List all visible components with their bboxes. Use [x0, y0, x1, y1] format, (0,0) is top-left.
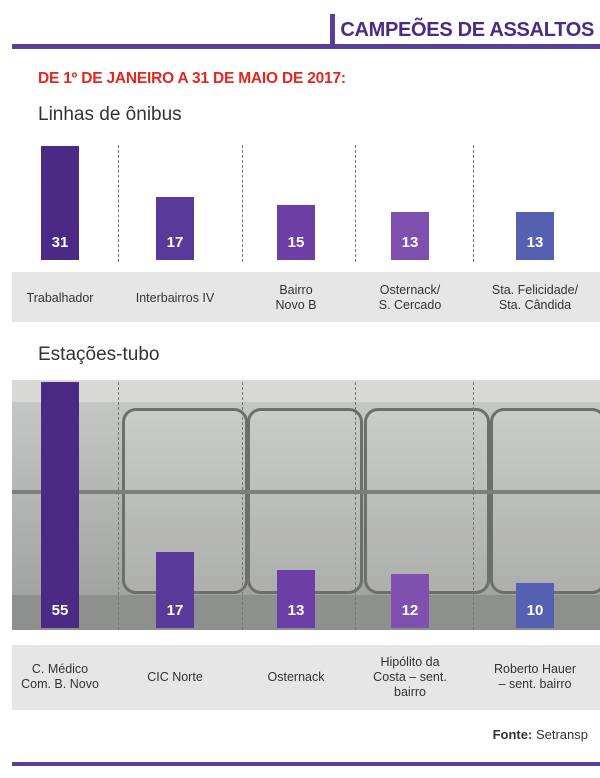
chart-1-value-label-0: 55	[51, 602, 69, 619]
tube-stations-label-box	[12, 645, 600, 710]
chart-0-value-label-4: 13	[526, 234, 544, 251]
chart-0-bar-2	[277, 205, 315, 260]
chart-0-divider-3	[473, 145, 474, 262]
banner-corner	[330, 14, 335, 49]
chart-1-divider-0	[118, 382, 119, 630]
chart-0-bar-4	[516, 212, 554, 260]
chart-0-category-label-1: Interbairros IV	[135, 290, 215, 305]
date-range-subtitle: DE 1º DE JANEIRO A 31 DE MAIO DE 2017:	[38, 70, 346, 87]
chart-1-value-label-3: 12	[401, 602, 419, 619]
chart-1-category-label-4: Roberto Hauer – sent. bairro	[494, 662, 576, 691]
chart-1-value-label-4: 10	[526, 602, 544, 619]
chart-1-bar-1	[156, 552, 194, 628]
chart-0-divider-1	[242, 145, 243, 262]
chart-0-category-label-3: Osternack/ S. Cercado	[378, 283, 442, 312]
chart-1-value-label-1: 17	[166, 602, 184, 619]
chart-title-tube-stations: Estações-tubo	[38, 344, 160, 365]
chart-1-bar-0	[41, 382, 79, 628]
chart-1-category-label-0: C. Médico Com. B. Novo	[21, 662, 99, 691]
chart-0-value-label-2: 15	[287, 234, 305, 251]
chart-1-category-label-1: CIC Norte	[147, 669, 203, 684]
page-title: CAMPEÕES DE ASSALTOS	[340, 18, 594, 41]
chart-1-bar-3	[391, 574, 429, 628]
chart-1-category-label-3: Hipólito da Costa – sent. bairro	[373, 654, 447, 699]
chart-1-category-label-2: Osternack	[267, 669, 325, 684]
chart-0-value-label-1: 17	[166, 234, 184, 251]
chart-1-bar-4	[516, 583, 554, 628]
chart-1-divider-1	[242, 382, 243, 630]
chart-1-divider-2	[355, 382, 356, 630]
chart-1-bar-2	[277, 570, 315, 628]
source-note: Fonte: Setransp	[493, 727, 588, 742]
chart-0-divider-0	[118, 145, 119, 262]
chart-0-divider-2	[355, 145, 356, 262]
bottom-rule	[12, 762, 600, 766]
chart-title-bus-lines: Linhas de ônibus	[38, 104, 182, 125]
chart-0-bar-0	[41, 146, 79, 260]
chart-0-value-label-3: 13	[401, 234, 419, 251]
source-value: Setransp	[535, 727, 588, 742]
chart-0-bar-1	[156, 197, 194, 260]
source-label: Fonte:	[492, 727, 533, 742]
banner-rule	[12, 44, 600, 49]
chart-0-category-label-4: Sta. Felicidade/ Sta. Cândida	[491, 283, 579, 312]
chart-0-bar-3	[391, 212, 429, 260]
bus-lines-label-box	[12, 272, 600, 322]
chart-1-divider-3	[473, 382, 474, 630]
chart-1-value-label-2: 13	[287, 602, 305, 619]
chart-0-value-label-0: 31	[51, 234, 69, 251]
chart-0-category-label-0: Trabalhador	[26, 290, 94, 305]
chart-0-category-label-2: Bairro Novo B	[275, 283, 317, 312]
